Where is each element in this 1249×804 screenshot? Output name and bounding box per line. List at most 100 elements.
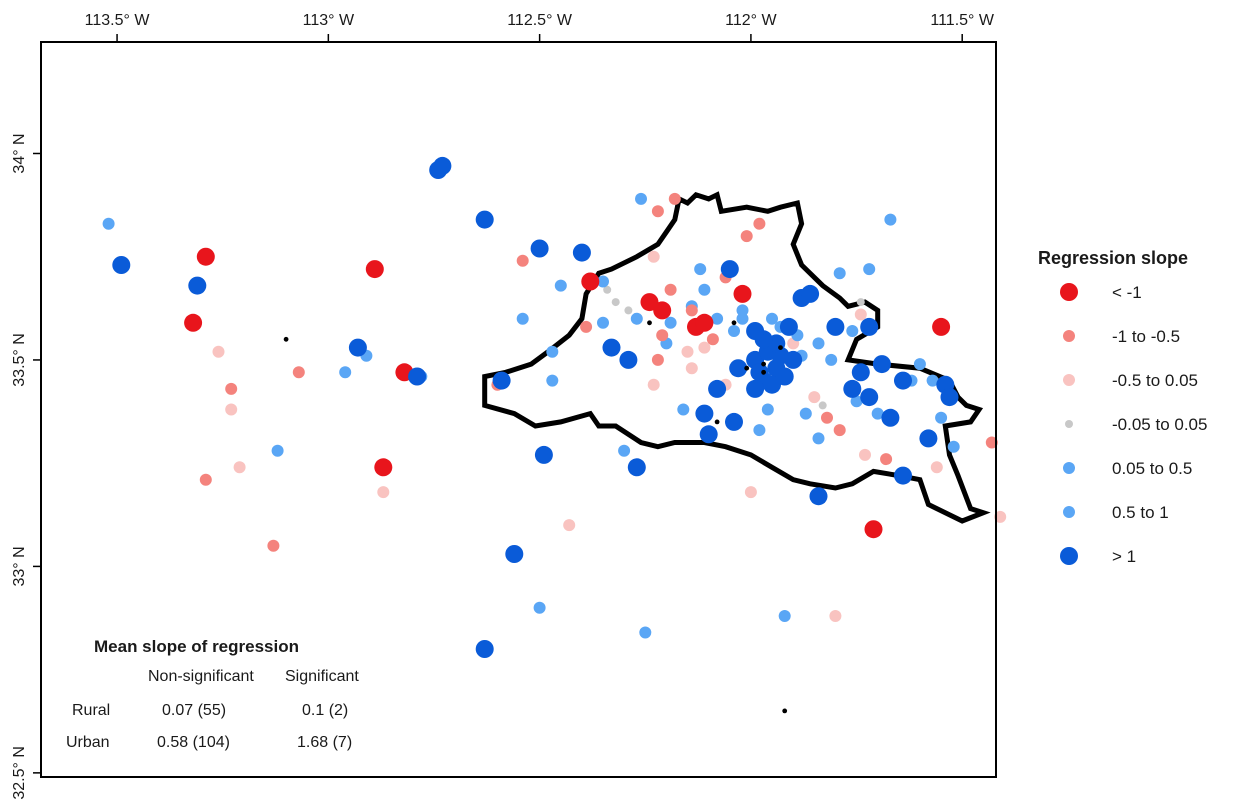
station-point-gt1	[894, 371, 912, 390]
station-point-lt-1	[365, 260, 384, 279]
y-tick-label-33-n: 33° N	[11, 546, 28, 586]
station-point-m1-m05	[880, 453, 893, 466]
station-point-005-05	[516, 312, 529, 325]
x-tick-label-113-w: 113° W	[303, 12, 355, 29]
station-point-gt1	[475, 210, 494, 229]
station-point-gt1	[919, 429, 938, 448]
station-point-gt1	[894, 466, 912, 485]
station-point-m1-m05	[651, 205, 664, 218]
station-point-m1-m05	[580, 320, 593, 333]
station-point-gt1	[112, 256, 131, 274]
station-point-m1-m05	[664, 283, 677, 296]
station-point-005-05	[884, 213, 897, 226]
station-point-gt1	[940, 388, 959, 407]
station-point-m05-005	[225, 403, 238, 416]
station-point-lt-1	[184, 313, 203, 332]
station-point-005-05	[761, 403, 774, 416]
station-point-lt-1	[581, 272, 600, 291]
station-point-lt-1	[640, 293, 659, 312]
station-point-gt1	[602, 338, 621, 357]
significance-dot	[744, 365, 750, 371]
station-point-05-1	[736, 304, 749, 317]
station-point-gt1	[729, 359, 748, 378]
station-point-m1-m05	[199, 473, 212, 486]
station-point-05-1	[664, 316, 677, 329]
column-header-non-significant: Non-significant	[148, 668, 254, 685]
station-point-m1-m05	[706, 333, 719, 346]
legend-swatch-05-1	[1063, 506, 1075, 518]
station-point-m1-m05	[668, 192, 681, 205]
station-point-m005-005	[856, 298, 865, 307]
station-point-005-05	[677, 403, 690, 416]
station-point-05-1	[766, 312, 778, 325]
station-point-m1-m05	[685, 304, 698, 317]
station-point-lt-1	[653, 301, 672, 320]
station-point-gt1	[860, 388, 879, 407]
station-point-005-05	[635, 192, 647, 205]
x-tick-label-112-w: 112° W	[725, 12, 777, 29]
station-point-gt1	[505, 545, 524, 563]
station-point-gt1	[851, 363, 870, 382]
legend-label-lt-1: < -1	[1112, 283, 1142, 302]
significance-dot	[778, 345, 783, 350]
station-point-m005-005	[624, 306, 633, 315]
station-point-gt1	[619, 350, 638, 369]
legend-swatch-m1-m05	[1063, 330, 1075, 342]
station-point-m05-005	[647, 250, 660, 263]
x-tick-label-112-5-w: 112.5° W	[507, 12, 573, 29]
station-point-005-05	[339, 366, 352, 379]
station-point-m1-m05	[651, 353, 664, 366]
station-point-gt1	[348, 338, 367, 357]
station-point-lt-1	[733, 284, 752, 303]
station-point-005-05	[799, 407, 812, 420]
x-tick-label-113-5-w: 113.5° W	[85, 12, 151, 29]
legend-label-gt1: > 1	[1112, 547, 1136, 566]
summary-table-title: Mean slope of regression	[94, 637, 299, 656]
station-point-gt1	[492, 371, 511, 390]
station-point-gt1	[188, 276, 207, 295]
station-point-05-1	[711, 312, 724, 325]
station-point-lt-1	[695, 313, 714, 332]
x-tick-label-111-5-w: 111.5° W	[930, 12, 995, 29]
legend-title: Regression slope	[1038, 248, 1188, 268]
y-tick-label-33-5-n: 33.5° N	[11, 333, 28, 387]
station-point-gt1	[746, 379, 765, 398]
legend-swatch-m05-005	[1063, 374, 1075, 386]
station-points	[102, 156, 1007, 658]
station-point-005-05	[728, 325, 740, 337]
station-point-lt-1	[932, 317, 951, 336]
station-point-005-05	[871, 407, 884, 420]
station-point-m1-m05	[656, 329, 669, 342]
significance-dot	[647, 320, 652, 326]
station-point-05-1	[846, 325, 859, 337]
station-point-m05-005	[854, 308, 867, 321]
station-point-gt1	[881, 408, 900, 427]
y-tick-label-32-5-n: 32.5° N	[11, 746, 28, 800]
station-point-gt1	[720, 260, 739, 279]
station-point-m05-005	[212, 345, 225, 358]
legend-swatch-gt1	[1060, 547, 1078, 565]
legend-label-m1-m05: -1 to -0.5	[1112, 327, 1180, 346]
station-point-m1-m05	[292, 366, 305, 379]
station-point-m1-m05	[821, 411, 833, 424]
station-point-005-05	[546, 345, 559, 358]
legend-swatch-lt-1	[1060, 283, 1078, 301]
station-point-gt1	[826, 317, 845, 336]
station-point-gt1	[779, 317, 798, 336]
station-point-gt1	[695, 404, 714, 423]
station-point-m05-005	[233, 461, 246, 474]
column-header-significant: Significant	[285, 668, 359, 685]
station-point-gt1	[572, 243, 591, 262]
y-tick-label-34-n: 34° N	[11, 133, 28, 173]
significance-dot	[731, 320, 737, 326]
station-point-m05-005	[698, 341, 711, 354]
legend-items: < -1 -1 to -0.5 -0.5 to 0.05 -0.05 to 0.05 0…	[1060, 283, 1207, 566]
legend-swatch-m005-005	[1065, 420, 1073, 428]
legend-label-005-05: 0.05 to 0.5	[1112, 459, 1192, 478]
axis-ticks: 113.5° W 113° W 112.5° W 112° W 111.5° W 34° …	[11, 12, 995, 800]
station-point-005-05	[597, 316, 609, 329]
station-point-005-05	[597, 275, 609, 288]
urban-significant-value: 1.68 (7)	[297, 734, 352, 751]
